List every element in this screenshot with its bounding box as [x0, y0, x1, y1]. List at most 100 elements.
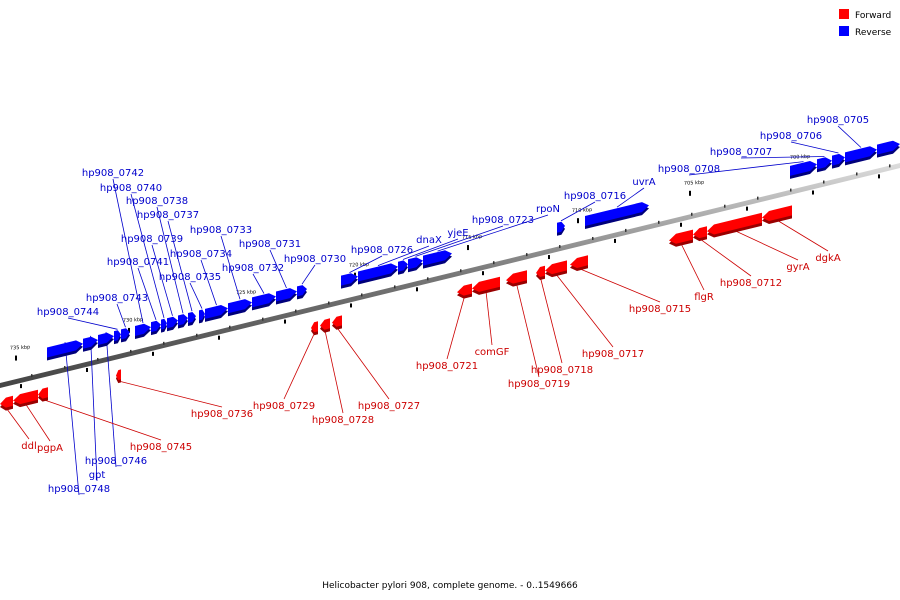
gene-hp908_0706[interactable]	[832, 153, 845, 169]
gene-hp908_0726[interactable]	[341, 273, 358, 289]
gene-label-hp908_0738[interactable]: hp908_0738	[126, 196, 188, 207]
gene-label-hp908_0731[interactable]: hp908_0731	[239, 239, 301, 250]
gene-hp908_0736[interactable]	[116, 369, 121, 384]
gene-label-dnaX[interactable]: dnaX	[416, 235, 442, 246]
gene-label-hp908_0708[interactable]: hp908_0708	[658, 164, 720, 175]
gene-label-yjeE[interactable]: yjeE	[447, 228, 468, 239]
gene-hp908_0728[interactable]	[320, 318, 330, 333]
gene-flgR[interactable]	[669, 229, 693, 247]
gene-uvrA[interactable]	[585, 202, 649, 229]
gene-hp908_0733[interactable]	[228, 299, 252, 317]
gene-ddl[interactable]	[0, 395, 13, 411]
gene-hp908_0727[interactable]	[332, 315, 342, 330]
gene-comGF[interactable]	[472, 276, 500, 295]
gene-label-hp908_0732[interactable]: hp908_0732	[222, 263, 284, 274]
gene-label-dgkA[interactable]: dgkA	[815, 253, 840, 264]
gene-hp908_0731[interactable]	[276, 288, 297, 305]
minor-tick	[878, 174, 880, 179]
gene-hp908_0708[interactable]	[790, 161, 817, 179]
gene-label-hp908_0728[interactable]: hp908_0728	[312, 415, 374, 426]
gene-hp908_0718[interactable]	[536, 265, 545, 280]
gene-label-hp908_0715[interactable]: hp908_0715	[629, 304, 691, 315]
gene-hp908_0729[interactable]	[311, 321, 318, 336]
gene-hp908_0723[interactable]	[408, 257, 423, 273]
gene-label-flgR[interactable]: flgR	[694, 292, 714, 303]
gene-hp908_0743[interactable]	[121, 328, 130, 343]
gene-label-gyrA[interactable]: gyrA	[786, 262, 809, 273]
gene-hp908_0741[interactable]	[151, 320, 161, 336]
leader-line	[200, 259, 217, 306]
gene-label-hp908_0726[interactable]: hp908_0726	[351, 245, 413, 256]
gene-label-hp908_0736[interactable]: hp908_0736	[191, 409, 253, 420]
gene-hp908_0740[interactable]	[161, 318, 167, 333]
gene-hp908_0717[interactable]	[545, 260, 567, 278]
gene-label-ddl[interactable]: ddl	[21, 441, 36, 452]
gene-hp908_0707[interactable]	[817, 157, 832, 173]
gene-gpt[interactable]	[83, 336, 98, 352]
gene-label-hp908_0734[interactable]: hp908_0734	[170, 249, 232, 260]
gene-hp908_0732[interactable]	[252, 293, 276, 311]
gene-hp908_0744[interactable]	[114, 330, 121, 345]
legend-swatch-forward	[839, 9, 849, 19]
gene-hp908_0742[interactable]	[135, 323, 151, 339]
gene-label-pgpA[interactable]: pgpA	[37, 443, 63, 454]
gene-label-hp908_0746[interactable]: hp908_0746	[85, 456, 147, 467]
gene-label-hp908_0716[interactable]: hp908_0716	[564, 191, 626, 202]
gene-hp908_0730[interactable]	[297, 285, 307, 300]
gene-pgpA[interactable]	[13, 389, 38, 408]
gene-label-hp908_0730[interactable]: hp908_0730	[284, 254, 346, 265]
gene-hp908_0719[interactable]	[506, 270, 527, 287]
gene-label-hp908_0727[interactable]: hp908_0727	[358, 401, 420, 412]
gene-label-hp908_0705[interactable]: hp908_0705	[807, 115, 869, 126]
gene-label-hp908_0739[interactable]: hp908_0739	[121, 234, 183, 245]
gene-label-hp908_0717[interactable]: hp908_0717	[582, 349, 644, 360]
gene-partial[interactable]	[877, 140, 900, 158]
gene-label-hp908_0718[interactable]: hp908_0718	[531, 365, 593, 376]
gene-label-uvrA[interactable]: uvrA	[632, 177, 655, 188]
gene-label-gpt[interactable]: gpt	[89, 470, 106, 481]
gene-hp908_0734[interactable]	[205, 305, 228, 322]
gene-label-hp908_0719[interactable]: hp908_0719	[508, 379, 570, 390]
gene-label-hp908_0712[interactable]: hp908_0712	[720, 278, 782, 289]
gene-arrow	[188, 312, 196, 323]
gene-arrow	[98, 332, 114, 345]
minor-tick	[394, 285, 396, 289]
gene-label-hp908_0733[interactable]: hp908_0733	[190, 225, 252, 236]
gene-hp908_0746[interactable]	[98, 332, 114, 348]
gene-hp908_0748[interactable]	[47, 340, 83, 361]
gene-dnaX[interactable]	[358, 263, 398, 285]
gene-hp908_0735[interactable]	[199, 309, 205, 324]
gene-label-hp908_0748[interactable]: hp908_0748	[48, 484, 110, 495]
gene-gyrA[interactable]	[707, 212, 762, 238]
gene-label-hp908_0737[interactable]: hp908_0737	[137, 210, 199, 221]
gene-hp908_0715[interactable]	[570, 255, 588, 271]
gene-label-hp908_0744[interactable]: hp908_0744	[37, 307, 99, 318]
gene-label-hp908_0741[interactable]: hp908_0741	[107, 257, 169, 268]
gene-label-hp908_0721[interactable]: hp908_0721	[416, 361, 478, 372]
gene-label-hp908_0742[interactable]: hp908_0742	[82, 168, 144, 179]
gene-label-hp908_0745[interactable]: hp908_0745	[130, 442, 192, 453]
gene-yjeE[interactable]	[398, 260, 408, 275]
gene-label-hp908_0706[interactable]: hp908_0706	[760, 131, 822, 142]
gene-hp908_0721[interactable]	[457, 283, 472, 299]
gene-label-rpoN[interactable]: rpoN	[536, 204, 560, 215]
gene-hp908_0745[interactable]	[38, 387, 48, 402]
gene-label-hp908_0707[interactable]: hp908_0707	[710, 147, 772, 158]
gene-rpoN[interactable]	[423, 250, 452, 269]
gene-hp908_0737[interactable]	[188, 312, 196, 326]
minor-tick	[658, 220, 660, 224]
gene-hp908_0712[interactable]	[693, 226, 707, 242]
gene-label-hp908_0743[interactable]: hp908_0743	[86, 293, 148, 304]
gene-hp908_0705[interactable]	[845, 146, 877, 166]
gene-hp908_0739[interactable]	[167, 316, 178, 332]
gene-label-hp908_0735[interactable]: hp908_0735	[159, 272, 221, 283]
minor-tick	[592, 236, 594, 240]
gene-label-comGF[interactable]: comGF	[475, 347, 510, 358]
gene-label-hp908_0740[interactable]: hp908_0740	[100, 183, 162, 194]
tick-label: 700 kbp	[790, 154, 811, 161]
gene-label-hp908_0723[interactable]: hp908_0723	[472, 215, 534, 226]
gene-hp908_0716[interactable]	[557, 221, 565, 236]
gene-dgkA[interactable]	[762, 205, 792, 224]
gene-hp908_0738[interactable]	[178, 314, 188, 329]
gene-label-hp908_0729[interactable]: hp908_0729	[253, 401, 315, 412]
